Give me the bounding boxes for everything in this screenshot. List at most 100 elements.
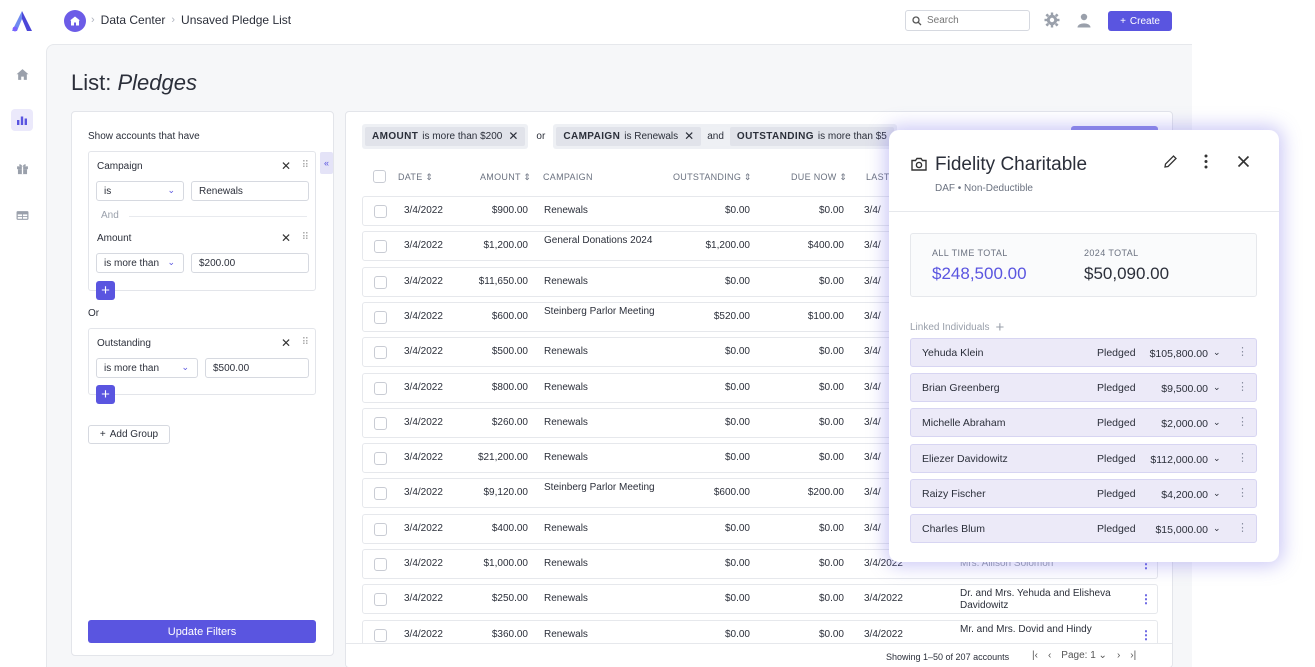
individual-name[interactable]: Michelle Abraham [922, 417, 1006, 430]
col-outstanding[interactable]: OUTSTANDING ⇕ [673, 172, 752, 182]
plus-icon[interactable]: + [995, 319, 1005, 336]
cell-campaign: Steinberg Parlor Meeting [544, 482, 655, 494]
select-all-checkbox[interactable] [373, 170, 386, 183]
chevron-down-icon[interactable]: ⌄ [1213, 417, 1221, 428]
create-button[interactable]: + Create [1108, 11, 1172, 31]
user-icon[interactable] [1076, 12, 1092, 28]
last-page-icon[interactable]: ›| [1130, 650, 1137, 661]
account-name: Fidelity Charitable [935, 154, 1088, 175]
col-amount[interactable]: AMOUNT ⇕ [480, 172, 532, 182]
edit-icon[interactable] [1163, 154, 1178, 169]
add-group-button[interactable]: + Add Group [88, 425, 170, 444]
individual-name[interactable]: Raizy Fischer [922, 487, 986, 500]
nav-table-icon[interactable] [11, 204, 33, 226]
operator-select[interactable]: is ⌄ [96, 181, 184, 201]
prev-page-icon[interactable]: ‹ [1047, 650, 1052, 661]
chevron-down-icon[interactable]: ⌄ [1213, 452, 1221, 463]
individual-name[interactable]: Charles Blum [922, 523, 986, 535]
filter-chip[interactable]: OUTSTANDING is more than $5 [729, 126, 894, 146]
filter-chip[interactable]: CAMPAIGN is Renewals ✕ [556, 126, 702, 146]
more-vertical-icon[interactable]: ⋮ [1237, 522, 1248, 534]
linked-individual-row[interactable]: Raizy Fischer Pledged $4,200.00 ⌄ ⋮ [910, 478, 1257, 508]
row-checkbox[interactable] [374, 593, 387, 607]
close-icon[interactable] [1237, 155, 1250, 168]
add-condition-button[interactable]: + [96, 385, 115, 404]
linked-individual-row[interactable]: Charles Blum Pledged $15,000.00 ⌄ ⋮ [910, 514, 1257, 543]
breadcrumb-data-center[interactable]: Data Center [100, 13, 166, 27]
more-vertical-icon[interactable]: ⋮ [1237, 346, 1248, 358]
cell-account[interactable]: Mrs. Allison Solomon [960, 558, 1054, 569]
nav-gift-icon[interactable] [11, 157, 33, 179]
col-due-now[interactable]: DUE NOW ⇕ [791, 172, 848, 182]
value-input[interactable]: $200.00 [191, 253, 309, 273]
chevron-down-icon[interactable]: ⌄ [1213, 382, 1221, 393]
home-icon[interactable] [64, 10, 86, 32]
drag-handle-icon[interactable]: ⠿ [301, 160, 309, 171]
gear-icon[interactable] [1044, 12, 1060, 28]
close-icon[interactable]: ✕ [508, 129, 519, 143]
row-checkbox[interactable] [374, 452, 387, 466]
search-box[interactable] [905, 10, 1030, 31]
row-checkbox[interactable] [374, 346, 387, 360]
more-vertical-icon[interactable]: ⋮ [1237, 486, 1248, 499]
next-page-icon[interactable]: › [1116, 650, 1121, 661]
more-vertical-icon[interactable]: ⋮ [1237, 381, 1248, 394]
close-icon[interactable]: ✕ [280, 336, 291, 350]
operator-select[interactable]: is more than ⌄ [96, 358, 198, 378]
value-input[interactable]: $500.00 [205, 358, 309, 378]
more-vertical-icon[interactable]: ⋮ [1140, 592, 1152, 607]
more-vertical-icon[interactable] [1203, 154, 1209, 169]
row-checkbox[interactable] [374, 381, 387, 395]
page-select[interactable]: Page: 1 ⌄ [1061, 650, 1107, 661]
cell-account[interactable]: Mr. and Mrs. Dovid and Hindy [960, 623, 1092, 635]
account-popup: Fidelity Charitable DAF • Non-Deductible… [889, 130, 1279, 562]
drag-handle-icon[interactable]: ⠿ [301, 337, 309, 348]
individual-name[interactable]: Yehuda Klein [922, 347, 984, 359]
chevron-down-icon[interactable]: ⌄ [1213, 347, 1221, 357]
row-checkbox[interactable] [374, 240, 387, 254]
row-checkbox[interactable] [374, 416, 387, 430]
nav-reports-icon[interactable] [11, 109, 33, 131]
more-vertical-icon[interactable]: ⋮ [1140, 627, 1152, 642]
row-checkbox[interactable] [374, 628, 387, 642]
more-vertical-icon[interactable]: ⋮ [1237, 451, 1248, 464]
row-checkbox[interactable] [374, 558, 387, 571]
close-icon[interactable]: ✕ [280, 159, 291, 173]
chevron-down-icon[interactable]: ⌄ [1213, 487, 1221, 498]
cell-due-now: $400.00 [807, 240, 844, 252]
add-condition-button[interactable]: + [96, 281, 115, 300]
linked-individual-row[interactable]: Eliezer Davidowitz Pledged $112,000.00 ⌄ ⋮ [910, 443, 1257, 473]
row-checkbox[interactable] [374, 310, 387, 324]
chevron-down-icon[interactable]: ⌄ [1213, 523, 1221, 533]
filter-heading: Show accounts that have [88, 131, 200, 142]
app-logo-icon[interactable] [10, 9, 34, 33]
individual-name[interactable]: Eliezer Davidowitz [922, 452, 1008, 465]
individual-name[interactable]: Brian Greenberg [922, 382, 1000, 395]
filter-chip[interactable]: AMOUNT is more than $200 ✕ [365, 126, 526, 146]
row-checkbox[interactable] [374, 205, 387, 218]
table-row[interactable]: 3/4/2022 $250.00 Renewals $0.00 $0.00 3/4/202… [362, 584, 1158, 615]
value-input[interactable]: Renewals [191, 181, 309, 201]
all-time-value: $248,500.00 [932, 264, 1027, 283]
linked-individual-row[interactable]: Michelle Abraham Pledged $2,000.00 ⌄ ⋮ [910, 408, 1257, 438]
search-input[interactable] [927, 15, 1022, 26]
close-icon[interactable]: ✕ [280, 231, 291, 245]
more-vertical-icon[interactable]: ⋮ [1237, 416, 1248, 429]
cell-account[interactable]: Dr. and Mrs. Yehuda and Elisheva Davidow… [960, 588, 1111, 612]
camera-icon[interactable] [911, 157, 927, 171]
linked-individual-row[interactable]: Yehuda Klein Pledged $105,800.00 ⌄ ⋮ [910, 338, 1257, 367]
nav-home-icon[interactable] [11, 63, 33, 85]
update-filters-button[interactable]: Update Filters [88, 620, 316, 643]
row-checkbox[interactable] [374, 487, 387, 501]
cell-last: 3/4/2022 [864, 593, 903, 605]
col-date[interactable]: DATE ⇕ [398, 172, 434, 182]
first-page-icon[interactable]: |‹ [1032, 650, 1038, 661]
operator-select[interactable]: is more than ⌄ [96, 253, 184, 273]
linked-individual-row[interactable]: Brian Greenberg Pledged $9,500.00 ⌄ ⋮ [910, 373, 1257, 403]
col-last[interactable]: LAST [866, 172, 890, 182]
row-checkbox[interactable] [374, 275, 387, 289]
close-icon[interactable]: ✕ [684, 129, 695, 143]
collapse-panel-button[interactable]: « [320, 152, 333, 174]
drag-handle-icon[interactable]: ⠿ [301, 232, 309, 243]
row-checkbox[interactable] [374, 522, 387, 536]
